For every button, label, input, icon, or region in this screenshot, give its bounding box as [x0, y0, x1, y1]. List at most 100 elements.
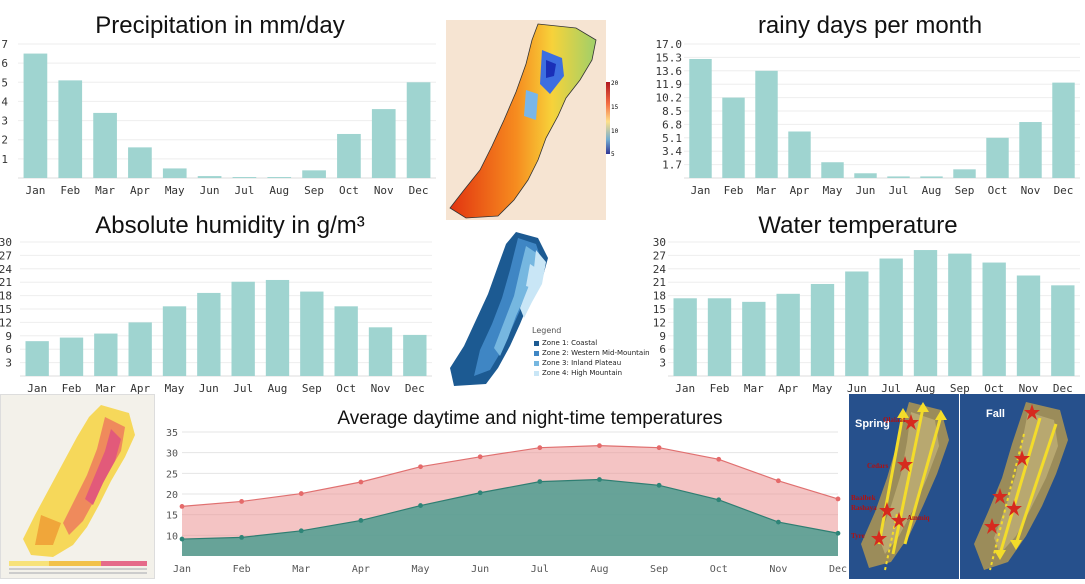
site-tyre-label: Tyre [851, 532, 865, 540]
rainy-days-x-tick-label: Feb [724, 184, 744, 197]
temperatures-x-tick-label: Nov [769, 564, 787, 575]
humidity-x-tick-label: Nov [371, 382, 391, 395]
zone-2-label: Zone 2: Western Mid-Mountain [542, 349, 650, 357]
precipitation-bar-feb [58, 80, 83, 178]
rainy-days-bar-dec [1052, 82, 1075, 178]
precipitation-x-tick-label: Apr [130, 184, 150, 197]
water-temperature-x-tick-label: Jul [881, 382, 901, 395]
zone-4-swatch [534, 370, 539, 376]
temperatures-day-point [835, 496, 841, 502]
precipitation-bar-may [162, 168, 187, 178]
water-temperature-x-tick-label: May [813, 382, 833, 395]
temperatures-day-point [775, 478, 781, 484]
temperatures-x-tick-label: May [412, 564, 430, 575]
humidity-x-tick-label: Apr [130, 382, 150, 395]
rainy-days-y-tick-label: 13.6 [656, 65, 683, 78]
rainy-days-x-tick-label: Dec [1054, 184, 1074, 197]
humidity-bar-feb [59, 337, 84, 376]
rainy-days-y-tick-label: 6.8 [662, 118, 682, 131]
temperatures-day-point [179, 504, 185, 509]
temperatures-x-tick-label: Apr [352, 564, 370, 575]
humidity-y-tick-label: 15 [0, 303, 12, 316]
temperatures-x-tick-label: Mar [292, 564, 310, 575]
temperatures-night-point [716, 497, 722, 503]
water-temperature-y-tick-label: 21 [653, 276, 666, 289]
site-ammiq-label: Ammiq [907, 514, 930, 522]
water-temperature-x-tick-label: Dec [1053, 382, 1073, 395]
climate-zones-map: Legend Zone 1: Coastal Zone 2: Western M… [446, 228, 650, 388]
zone-2-swatch [534, 350, 539, 356]
water-temperature-bar-mar [742, 301, 766, 376]
temperatures-x-tick-label: Jan [173, 564, 191, 575]
temperatures-x-tick-label: Dec [829, 564, 847, 575]
humidity-x-tick-label: Feb [62, 382, 82, 395]
site-baalbek-label: Baalbek [851, 494, 876, 502]
rainy-days-bar-oct [986, 137, 1009, 178]
water-temperature-bar-nov [1016, 275, 1041, 376]
humidity-y-tick-label: 21 [0, 276, 12, 289]
humidity-x-tick-label: Oct [336, 382, 356, 395]
zone-1-legend-item: Zone 1: Coastal [534, 338, 650, 348]
precipitation-heat-map: 20 15 10 5 [446, 20, 618, 220]
temperatures-day-point [716, 456, 722, 462]
temperatures-day-point [239, 499, 245, 504]
spring-migration-map: Spring Qlaiaat Cedars Baalbek Rashaya Am… [849, 394, 959, 579]
humidity-x-tick-label: May [165, 382, 185, 395]
temperatures-y-tick-label: 30 [166, 449, 178, 460]
rainy-days-x-tick-label: Mar [757, 184, 777, 197]
zone-4-label: Zone 4: High Mountain [542, 369, 623, 377]
lebanon-precipitation-map-image [446, 20, 613, 220]
rainy-days-x-tick-label: Aug [922, 184, 942, 197]
humidity-bar-oct [334, 306, 358, 376]
temperatures-x-tick-label: Aug [590, 564, 608, 575]
rainy-days-y-tick-label: 1.7 [662, 159, 682, 172]
spring-label: Spring [855, 418, 890, 430]
water-temperature-bar-may [810, 283, 835, 376]
scale-label-5: 5 [611, 151, 615, 158]
precipitation-bar-dec [406, 82, 431, 178]
zone-3-label: Zone 3: Inland Plateau [542, 359, 622, 367]
scale-label-20: 20 [611, 80, 619, 87]
water-temperature-x-tick-label: Oct [984, 382, 1004, 395]
precipitation-x-tick-label: Jan [25, 184, 45, 197]
fall-migration-map: Fall [960, 394, 1085, 579]
temperatures-night-point [656, 482, 662, 488]
water-temperature-bar-feb [707, 298, 732, 376]
water-temperature-x-tick-label: Mar [744, 382, 764, 395]
temperatures-night-point [537, 479, 543, 484]
humidity-y-tick-label: 18 [0, 290, 12, 303]
water-temperature-bar-sep [948, 253, 972, 376]
precipitation-bar-apr [128, 147, 152, 178]
precipitation-y-tick-label: 1 [1, 153, 8, 166]
rainy-days-y-tick-label: 5.1 [662, 132, 682, 145]
zone-3-legend-item: Zone 3: Inland Plateau [534, 358, 650, 368]
temperatures-day-point [418, 464, 423, 470]
precipitation-x-tick-label: May [165, 184, 185, 197]
water-temperature-y-tick-label: 9 [659, 330, 666, 343]
temperatures-night-point [179, 536, 185, 542]
rainy-days-chart: 17.015.313.611.910.28.56.85.13.41.7 Jan Fe… [656, 38, 1080, 197]
humidity-y-tick-label: 9 [5, 330, 12, 343]
temperatures-day-point [597, 443, 602, 449]
precipitation-chart: 7 6 5 4 3 2 1 Jan Feb Mar Apr May Jun Jul Aug Sep Oct Nov… [1, 38, 436, 197]
humidity-x-tick-label: Jul [233, 382, 253, 395]
temperatures-y-tick-label: 15 [166, 511, 178, 522]
precipitation-x-tick-label: Jul [234, 184, 254, 197]
temperatures-y-tick-label: 10 [166, 531, 178, 542]
rainy-days-bar-jun [854, 173, 877, 178]
water-temperature-bar-jul [879, 258, 903, 376]
rainy-days-x-tick-label: Jan [691, 184, 711, 197]
water-temperature-x-tick-label: Jan [675, 382, 695, 395]
precipitation-bar-oct [337, 133, 361, 178]
precipitation-y-tick-label: 5 [1, 76, 8, 89]
fall-migration-map-image [960, 394, 1085, 579]
precipitation-bar-mar [93, 112, 117, 178]
precipitation-bar-jun [197, 176, 222, 178]
precipitation-bar-aug [267, 177, 292, 178]
zone-2-legend-item: Zone 2: Western Mid-Mountain [534, 348, 650, 358]
humidity-bar-apr [128, 322, 152, 376]
humidity-bar-nov [368, 327, 393, 376]
precipitation-x-tick-label: Feb [60, 184, 80, 197]
precipitation-x-tick-label: Nov [374, 184, 394, 197]
water-temperature-y-tick-label: 27 [653, 249, 666, 262]
